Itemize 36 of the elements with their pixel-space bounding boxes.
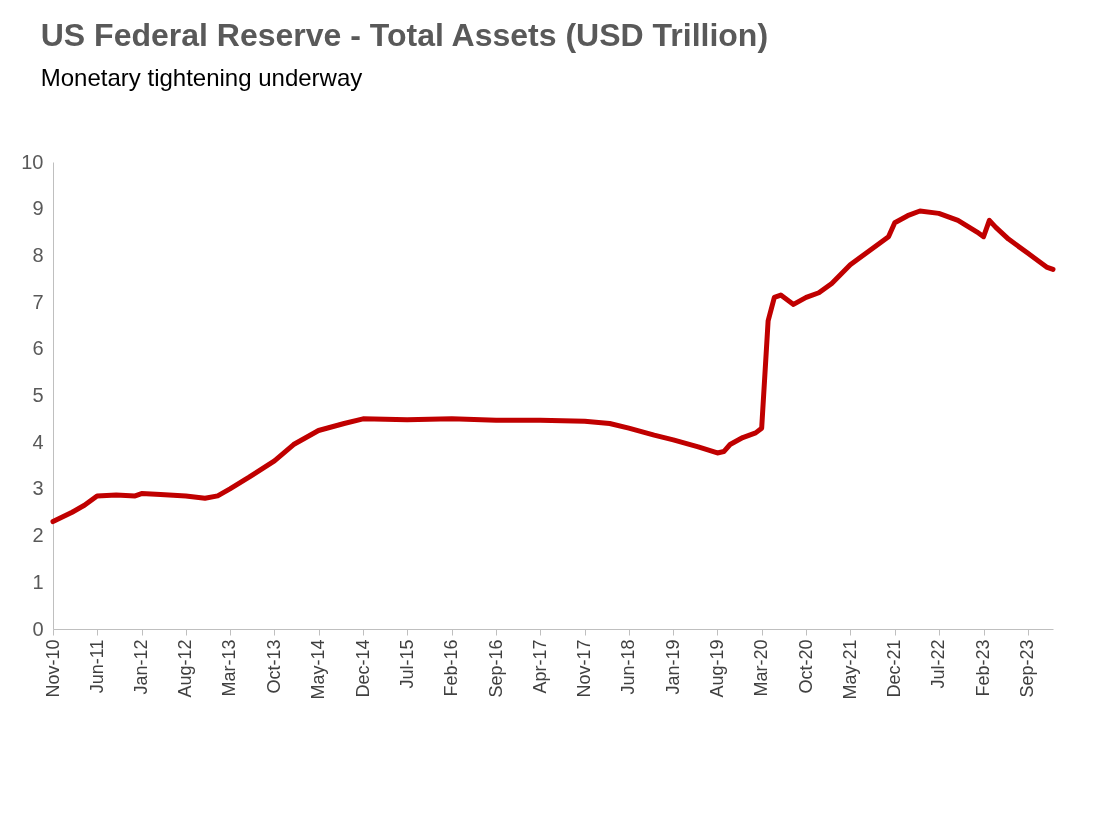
x-tick-label: Jul-15 bbox=[396, 639, 417, 689]
x-tick-label: Dec-14 bbox=[352, 639, 373, 698]
x-tick-label: Feb-16 bbox=[441, 639, 462, 697]
x-tick-label: Aug-19 bbox=[706, 639, 727, 698]
x-tick-label: Sep-23 bbox=[1017, 639, 1038, 698]
x-tick-label: Nov-10 bbox=[42, 639, 63, 698]
y-tick-label: 5 bbox=[32, 384, 44, 406]
x-tick-label: Jan-19 bbox=[662, 639, 683, 695]
x-tick-label: Feb-23 bbox=[973, 639, 994, 697]
y-tick-label: 7 bbox=[32, 290, 44, 313]
x-tick-label: May-21 bbox=[839, 639, 860, 700]
x-tick-label: Jun-11 bbox=[86, 639, 107, 694]
y-tick-label: 9 bbox=[32, 197, 44, 220]
x-tick-label: Dec-21 bbox=[884, 639, 905, 698]
y-tick-label: 3 bbox=[32, 477, 44, 500]
x-tick-label: Oct-13 bbox=[263, 639, 284, 694]
x-tick-label: Jan-12 bbox=[131, 639, 152, 695]
x-tick-label: Jun-18 bbox=[618, 639, 639, 695]
x-tick-label: Sep-16 bbox=[485, 639, 506, 698]
y-tick-label: 10 bbox=[21, 150, 44, 173]
x-tick-label: Mar-13 bbox=[219, 639, 240, 697]
x-tick-label: Aug-12 bbox=[175, 639, 196, 698]
y-tick-label: 4 bbox=[32, 430, 44, 453]
y-tick-label: 0 bbox=[32, 617, 44, 640]
chart-title: US Federal Reserve - Total Assets (USD Trillion) bbox=[40, 17, 769, 53]
x-tick-label: Oct-20 bbox=[795, 639, 816, 694]
x-tick-label: Nov-17 bbox=[574, 639, 595, 698]
x-tick-label: May-14 bbox=[308, 639, 329, 700]
chart-subtitle: Monetary tightening underway bbox=[40, 64, 363, 91]
y-tick-label: 6 bbox=[32, 337, 44, 360]
y-tick-label: 2 bbox=[32, 524, 44, 547]
x-tick-label: Mar-20 bbox=[751, 639, 772, 697]
y-tick-label: 8 bbox=[32, 243, 44, 266]
x-tick-label: Apr-17 bbox=[529, 639, 550, 694]
x-tick-label: Jul-22 bbox=[928, 639, 949, 689]
y-tick-label: 1 bbox=[32, 570, 44, 593]
